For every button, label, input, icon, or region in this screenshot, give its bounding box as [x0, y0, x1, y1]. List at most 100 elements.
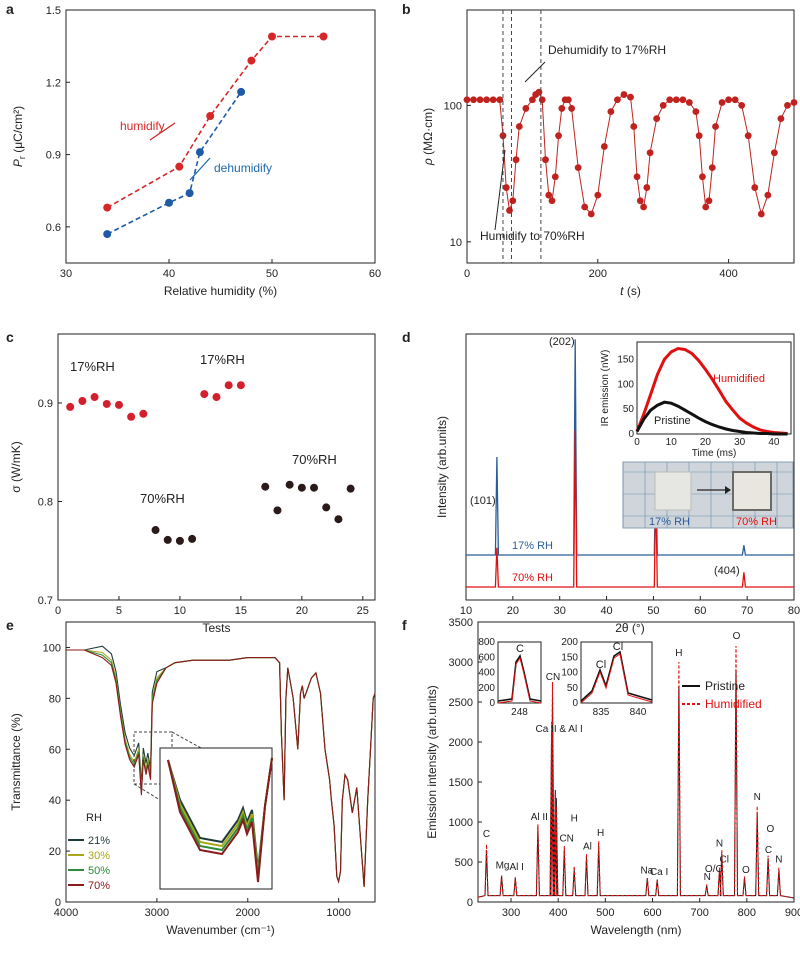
x-axis-label-main: t	[620, 284, 624, 298]
data-point-resistivity	[627, 93, 634, 101]
data-point-resistivity	[718, 99, 726, 106]
panel-b: b 0 200 400 10 100 t (s) ρ (MΩ·cm) Dehumidify to…	[402, 1, 798, 298]
data-point-resistivity	[555, 132, 562, 140]
peak-label: (404)	[714, 565, 740, 577]
crystal-70rh	[732, 471, 772, 511]
x-tick-label: 0	[464, 268, 470, 280]
peak-label: H	[571, 814, 578, 825]
data-point-resistivity	[529, 96, 536, 104]
panel-letter-e: e	[6, 617, 14, 633]
x-tick-label: 10	[460, 605, 472, 617]
data-point-resistivity	[702, 203, 710, 211]
legend-title: RH	[86, 812, 102, 824]
data-point-resistivity	[643, 184, 651, 191]
data-point-70%RH	[346, 484, 355, 493]
y-tick-label: 10	[450, 237, 462, 249]
data-point-resistivity	[509, 197, 517, 205]
annotation-rh: 17%RH	[200, 352, 245, 367]
peak-label: CN	[546, 672, 560, 683]
data-point-17%RH	[66, 402, 75, 411]
data-point-17%RH	[102, 399, 111, 408]
inset-y-tick-label: 200	[478, 683, 495, 694]
data-point-dehumidify	[165, 198, 173, 207]
peak-label: Al	[583, 842, 592, 853]
x-tick-label: 30	[60, 268, 72, 280]
panel-letter-c: c	[6, 329, 14, 345]
panel-f: f300400500600700800900050010001500200025…	[402, 617, 800, 937]
data-point-17%RH	[236, 381, 245, 390]
inset-line-70%	[167, 757, 273, 883]
y-tick-label: 3000	[449, 657, 473, 669]
y-tick-label: 1.5	[46, 5, 61, 17]
data-point-70%RH	[175, 536, 184, 545]
peak-label: Mg	[496, 860, 510, 871]
data-point-resistivity	[692, 108, 700, 116]
inset-frame	[636, 341, 792, 435]
peak-label: N	[754, 792, 761, 803]
series-label-70% RH: 70% RH	[512, 572, 553, 584]
inset-y-tick-label: 150	[561, 652, 578, 663]
peak-label: O	[767, 824, 775, 835]
data-point-70%RH	[273, 506, 282, 515]
data-point-resistivity	[551, 173, 559, 181]
series-line-humidify	[106, 35, 324, 209]
data-point-70%RH	[310, 483, 319, 492]
crystal-photo: 17% RH 70% RH	[622, 461, 794, 529]
y-tick-label: 2000	[449, 737, 473, 749]
data-point-resistivity	[564, 96, 572, 104]
data-point-resistivity	[744, 132, 752, 140]
peak-label: O/C	[705, 864, 723, 875]
y-axis-label: Transmittance (%)	[9, 713, 23, 811]
zoom-connector	[133, 783, 161, 801]
annotation-dehumidify: dehumidify	[214, 161, 272, 175]
x-tick-label: 10	[174, 605, 186, 617]
y-axis-label: Pr (μC/cm²)	[11, 106, 27, 167]
data-point-resistivity	[764, 191, 772, 199]
data-point-resistivity	[636, 197, 644, 205]
data-point-resistivity	[538, 96, 546, 104]
y-axis-label-sub: r	[17, 156, 27, 159]
data-point-70%RH	[151, 526, 160, 535]
peak-label: N	[775, 854, 782, 865]
inset-line-humidified	[580, 653, 653, 704]
x-tick-label: 5	[116, 605, 122, 617]
data-point-17%RH	[114, 400, 123, 409]
arrow-dehumidify	[524, 61, 546, 83]
data-point-17%RH	[200, 390, 209, 399]
x-tick-label: 400	[549, 907, 567, 919]
x-axis-label: t (s)	[620, 284, 641, 298]
data-point-resistivity	[777, 115, 785, 123]
panel-c: c 0 5 10 15 20 25 0.7 0.8 0.9 Tests σ (W/mK) 17%RH 17…	[6, 329, 376, 635]
legend-label-pristine: Pristine	[705, 679, 745, 693]
inset-y-axis-label: IR emission (nW)	[600, 350, 611, 427]
legend-label-70%: 70%	[88, 880, 110, 892]
data-point-resistivity	[499, 132, 507, 140]
data-point-dehumidify	[237, 87, 246, 96]
data-point-resistivity	[614, 96, 621, 104]
inset-x-axis-label: Time (ms)	[692, 448, 737, 459]
y-tick-label: 0.9	[38, 398, 53, 410]
inset-y-tick-label: 400	[478, 668, 495, 679]
inset-line-humidified	[497, 656, 542, 704]
inset-y-tick-label: 800	[478, 637, 495, 648]
data-point-17%RH	[90, 393, 99, 402]
peak-label: N	[716, 838, 723, 849]
legend-label-30%: 30%	[88, 850, 110, 862]
data-point-resistivity	[548, 197, 556, 205]
y-axis-label-main: ρ	[421, 158, 435, 166]
y-axis-label-main: P	[11, 159, 25, 167]
data-point-resistivity	[522, 105, 530, 112]
data-point-70%RH	[322, 503, 331, 512]
x-tick-label: 500	[596, 907, 614, 919]
data-point-70%RH	[261, 482, 270, 491]
y-tick-label: 0.8	[38, 496, 53, 508]
inset-y-tick-label: 150	[617, 354, 634, 365]
arrow-dehumidify	[189, 157, 211, 181]
data-point-resistivity	[470, 96, 477, 104]
peak-label: C	[765, 845, 772, 856]
data-point-17%RH	[212, 393, 221, 402]
series-line-70% RH	[466, 430, 794, 588]
data-point-resistivity	[646, 149, 654, 157]
y-tick-label: 40	[49, 795, 61, 807]
inset-title: C	[516, 643, 524, 655]
